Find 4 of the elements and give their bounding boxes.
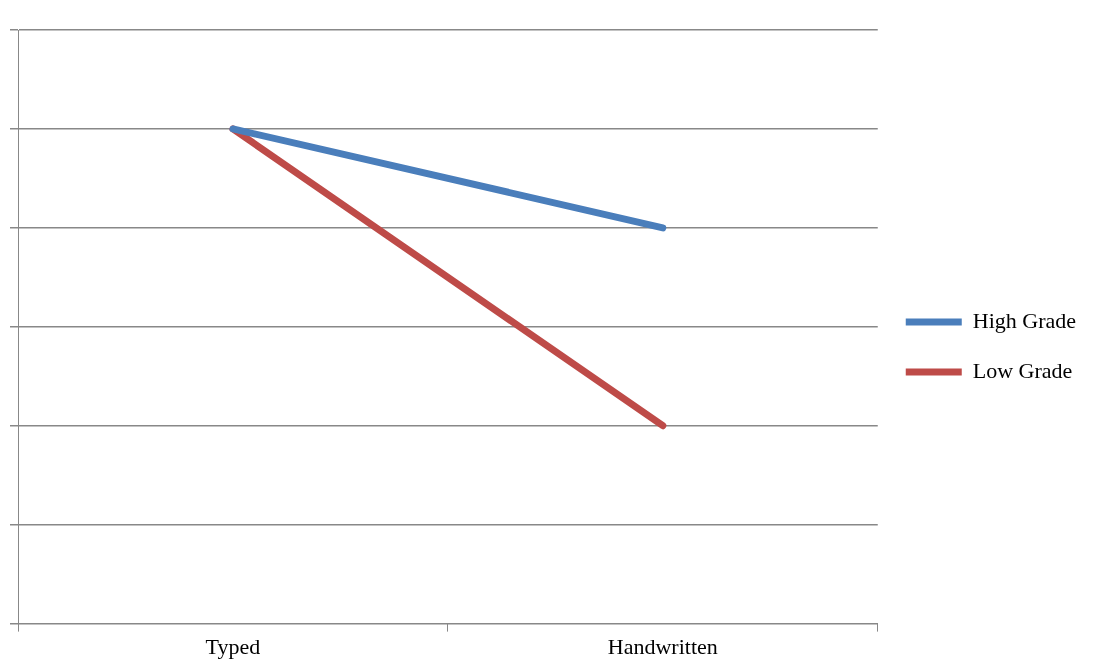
- legend-label: Low Grade: [972, 357, 1073, 383]
- x-tick-label: Typed: [205, 633, 261, 659]
- x-tick-label: Handwritten: [607, 633, 718, 659]
- legend-label: High Grade: [972, 307, 1077, 333]
